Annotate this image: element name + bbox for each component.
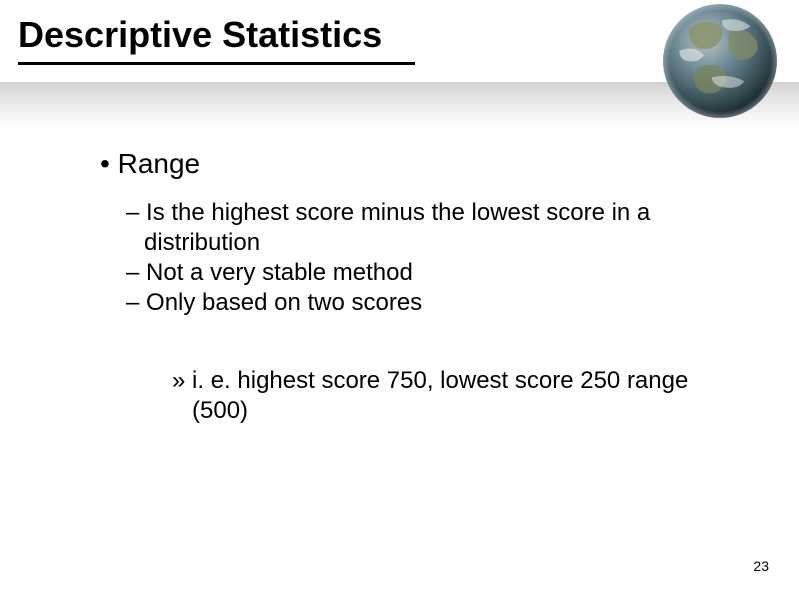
page-number: 23 (753, 558, 769, 574)
bullet-level3-item: » i. e. highest score 750, lowest score … (172, 366, 740, 426)
bullet-marker-l2: – (126, 289, 139, 316)
bullet-marker-l2: – (126, 259, 139, 286)
earth-globe-icon (659, 0, 781, 122)
bullet-marker-l3: » (172, 367, 185, 394)
bullet-text-l2: Not a very stable method (146, 259, 413, 286)
bullet-level2-group: – Is the highest score minus the lowest … (126, 198, 740, 318)
bullet-level3-group: » i. e. highest score 750, lowest score … (172, 366, 740, 426)
bullet-level2-item: – Not a very stable method (126, 258, 740, 288)
bullet-text-l2: Only based on two scores (146, 289, 422, 316)
bullet-level1: • Range (100, 148, 740, 180)
title-underline (18, 62, 415, 65)
bullet-marker-l1: • (100, 148, 110, 179)
slide-body: • Range – Is the highest score minus the… (100, 148, 740, 426)
slide-title: Descriptive Statistics (18, 14, 382, 56)
bullet-level2-item: – Is the highest score minus the lowest … (126, 198, 740, 258)
bullet-text-l1: Range (118, 148, 201, 179)
bullet-level2-item: – Only based on two scores (126, 288, 740, 318)
bullet-text-l2: Is the highest score minus the lowest sc… (144, 199, 650, 256)
slide-header: Descriptive Statistics (0, 0, 799, 128)
bullet-marker-l2: – (126, 199, 139, 226)
bullet-text-l3: i. e. highest score 750, lowest score 25… (192, 367, 688, 424)
